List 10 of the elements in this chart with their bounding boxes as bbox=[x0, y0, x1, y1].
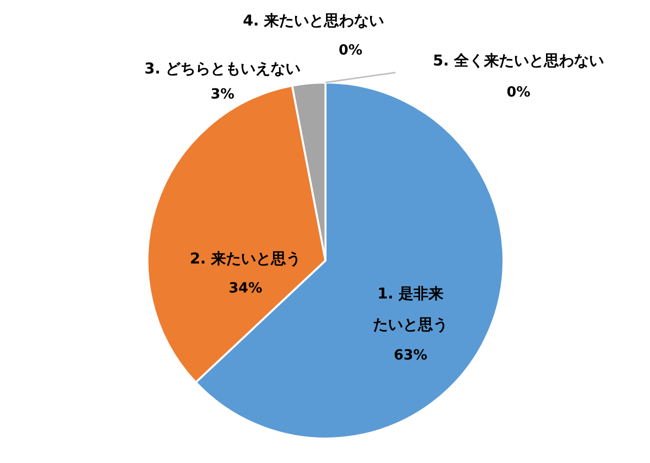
data-label: 3% bbox=[210, 86, 234, 102]
category-label: 4. 来たいと思わない bbox=[242, 12, 384, 30]
text: 0% bbox=[506, 84, 530, 100]
text: 0% bbox=[338, 42, 362, 58]
slice-label: 3. どちらともいえない bbox=[144, 60, 301, 78]
data-label: 63% bbox=[394, 348, 428, 364]
slice-label: 1. 是非来たいと思う bbox=[373, 284, 448, 334]
category-label: 5. 全く来たいと思わない bbox=[432, 52, 604, 70]
data-label: 34% bbox=[228, 280, 262, 296]
slice-label: 2. 来たいと思う bbox=[190, 250, 302, 268]
